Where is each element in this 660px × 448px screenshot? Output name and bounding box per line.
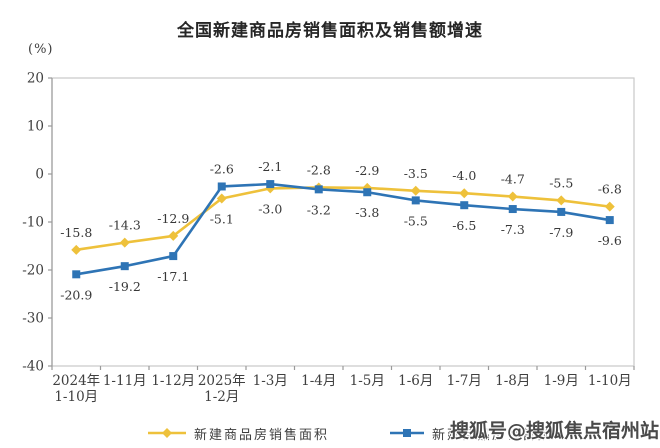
svg-text:-3.0: -3.0	[258, 201, 282, 216]
svg-text:1-9月: 1-9月	[544, 373, 579, 389]
svg-text:-2.6: -2.6	[210, 161, 234, 176]
svg-text:-2.1: -2.1	[258, 159, 282, 174]
watermark-sohu: 搜狐号@搜狐焦点宿州站	[449, 420, 659, 442]
svg-text:1-2月: 1-2月	[204, 389, 239, 405]
svg-text:1-7月: 1-7月	[447, 373, 482, 389]
svg-text:-4.7: -4.7	[501, 172, 525, 187]
svg-text:2025年: 2025年	[198, 373, 246, 389]
svg-text:-2.8: -2.8	[307, 162, 331, 177]
svg-text:-40: -40	[22, 359, 44, 375]
sales-area-legend-marker-icon	[148, 428, 186, 438]
svg-text:20: 20	[27, 71, 44, 87]
svg-text:-20: -20	[22, 263, 44, 279]
chart-legend: 新建商品房销售面积 新建商品房销售额	[0, 421, 660, 445]
svg-text:-3.5: -3.5	[404, 166, 428, 181]
svg-text:1-5月: 1-5月	[350, 373, 385, 389]
svg-text:1-4月: 1-4月	[301, 373, 336, 389]
svg-text:-3.2: -3.2	[307, 202, 331, 217]
svg-text:1-10月: 1-10月	[54, 389, 98, 405]
svg-text:-17.1: -17.1	[157, 269, 189, 284]
svg-text:-15.8: -15.8	[60, 225, 92, 240]
y-axis-unit-label: (%)	[28, 42, 54, 57]
svg-text:-6.5: -6.5	[452, 218, 476, 233]
svg-text:1-8月: 1-8月	[495, 373, 530, 389]
svg-text:-3.8: -3.8	[355, 205, 379, 220]
svg-text:-20.9: -20.9	[60, 287, 92, 302]
svg-text:-5.5: -5.5	[549, 175, 573, 190]
svg-text:-10: -10	[22, 215, 44, 231]
svg-text:-9.6: -9.6	[598, 233, 622, 248]
legend-item-sales-amount: 新建商品房销售额	[390, 421, 552, 445]
svg-text:-5.1: -5.1	[210, 211, 234, 226]
svg-text:1-11月: 1-11月	[103, 373, 147, 389]
svg-text:-4.0: -4.0	[452, 168, 476, 183]
svg-text:1-12月: 1-12月	[151, 373, 195, 389]
svg-text:1-10月: 1-10月	[588, 373, 632, 389]
svg-text:10: 10	[27, 119, 44, 135]
svg-text:-5.5: -5.5	[404, 213, 428, 228]
svg-text:-6.8: -6.8	[598, 182, 622, 197]
svg-text:-2.9: -2.9	[355, 163, 379, 178]
chart-title: 全国新建商品房销售面积及销售额增速	[177, 21, 483, 41]
svg-text:0: 0	[35, 167, 44, 183]
svg-text:-7.9: -7.9	[549, 225, 573, 240]
sales-amount-legend-marker-icon	[390, 429, 424, 437]
svg-text:-19.2: -19.2	[109, 279, 141, 294]
svg-text:-12.9: -12.9	[157, 211, 189, 226]
svg-text:1-6月: 1-6月	[398, 373, 433, 389]
svg-text:-30: -30	[22, 311, 44, 327]
svg-text:1-3月: 1-3月	[253, 373, 288, 389]
legend-label-sales-area: 新建商品房销售面积	[194, 427, 330, 443]
svg-text:-7.3: -7.3	[501, 222, 525, 237]
legend-item-sales-area: 新建商品房销售面积	[148, 421, 329, 445]
svg-text:2024年: 2024年	[52, 373, 100, 389]
legend-label-sales-amount: 新建商品房销售额	[432, 427, 553, 443]
svg-text:-14.3: -14.3	[109, 218, 141, 233]
